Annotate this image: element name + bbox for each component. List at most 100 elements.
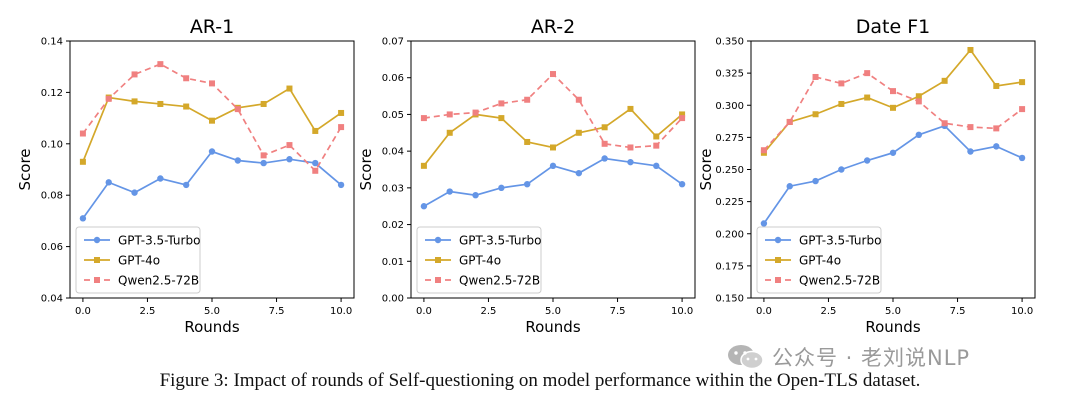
data-point xyxy=(312,127,319,134)
data-point xyxy=(182,181,190,189)
y-tick-label: 0.325 xyxy=(715,69,744,80)
data-point xyxy=(550,71,556,78)
data-point xyxy=(312,167,319,174)
data-point xyxy=(575,129,582,136)
data-point xyxy=(209,80,215,87)
series-qwen2-5-72b xyxy=(79,61,345,174)
watermark-text: 公众号 · 老刘说NLP xyxy=(772,346,971,370)
chart-title: AR-1 xyxy=(190,16,234,38)
data-point xyxy=(286,156,293,163)
data-point xyxy=(286,142,293,149)
series-gpt-3-5-turbo xyxy=(79,148,345,222)
data-point xyxy=(260,100,267,107)
data-point xyxy=(575,96,582,103)
data-point xyxy=(679,111,686,118)
x-tick-label: 0.0 xyxy=(416,306,432,317)
series-line xyxy=(82,63,342,173)
data-point xyxy=(601,124,608,131)
series-line xyxy=(423,72,683,149)
x-tick-label: 0.0 xyxy=(756,306,772,317)
data-point xyxy=(1019,106,1026,113)
data-point xyxy=(209,117,215,124)
x-tick-label: 10.0 xyxy=(671,306,693,317)
data-point xyxy=(993,82,1000,89)
data-point xyxy=(157,100,164,107)
data-point xyxy=(524,138,531,145)
data-point xyxy=(523,180,531,188)
data-point xyxy=(838,166,845,173)
y-axis-label: Score xyxy=(697,148,715,190)
data-point xyxy=(549,162,557,170)
data-point xyxy=(1019,79,1026,86)
x-tick-label: 2.5 xyxy=(140,306,156,317)
x-tick-label: 7.5 xyxy=(610,306,626,317)
data-point xyxy=(337,181,345,189)
y-tick-label: 0.06 xyxy=(41,242,63,253)
data-point xyxy=(863,157,871,164)
y-tick-label: 0.01 xyxy=(382,257,404,268)
figure-caption: Figure 3: Impact of rounds of Self-quest… xyxy=(159,370,921,391)
series-gpt-4o xyxy=(760,46,1026,156)
data-point xyxy=(864,94,871,101)
data-point xyxy=(550,144,556,151)
legend-label: GPT-3.5-Turbo xyxy=(459,234,541,248)
data-point xyxy=(446,129,453,136)
y-tick-label: 0.06 xyxy=(382,73,404,84)
data-point xyxy=(601,140,608,147)
x-axis-label: Rounds xyxy=(184,318,239,336)
data-point xyxy=(653,162,660,170)
legend-label: GPT-4o xyxy=(118,254,160,268)
data-point xyxy=(234,157,242,164)
data-point xyxy=(472,192,479,199)
x-axis-label: Rounds xyxy=(865,318,920,336)
data-point xyxy=(338,109,345,116)
data-point xyxy=(79,158,86,165)
data-point xyxy=(338,124,345,131)
data-point xyxy=(678,180,686,188)
data-point xyxy=(967,124,974,131)
y-tick-label: 0.04 xyxy=(41,294,63,305)
data-point xyxy=(967,46,974,53)
data-point xyxy=(420,162,427,169)
data-point xyxy=(993,125,1000,132)
data-point xyxy=(627,144,634,151)
x-tick-label: 5.0 xyxy=(204,306,220,317)
data-point xyxy=(760,147,767,154)
data-point xyxy=(653,133,660,140)
data-point xyxy=(131,71,138,78)
data-point xyxy=(260,159,267,167)
data-point xyxy=(627,105,634,112)
x-tick-label: 5.0 xyxy=(885,306,901,317)
data-point xyxy=(446,111,453,118)
data-point xyxy=(627,158,634,166)
y-axis-label: Score xyxy=(16,148,34,190)
data-point xyxy=(941,120,948,127)
y-tick-label: 0.00 xyxy=(382,294,404,305)
data-point xyxy=(420,115,427,122)
data-point xyxy=(208,148,216,155)
x-tick-label: 10.0 xyxy=(1011,306,1033,317)
data-point xyxy=(838,80,845,87)
legend-swatch-marker xyxy=(435,277,441,283)
data-point xyxy=(812,177,819,185)
y-tick-label: 0.150 xyxy=(715,294,744,305)
legend: GPT-3.5-Turbo GPT-4o Qwen2.5-72B xyxy=(756,226,882,294)
y-tick-label: 0.14 xyxy=(41,37,63,48)
data-point xyxy=(472,109,479,116)
legend-label: Qwen2.5-72B xyxy=(799,274,880,288)
legend-box xyxy=(756,226,882,294)
data-point xyxy=(890,88,896,95)
legend-label: Qwen2.5-72B xyxy=(459,274,540,288)
data-point xyxy=(260,152,267,159)
data-point xyxy=(234,106,241,113)
legend-box xyxy=(416,226,542,294)
legend-label: GPT-3.5-Turbo xyxy=(118,234,200,248)
data-point xyxy=(941,77,948,84)
data-point xyxy=(312,159,319,167)
data-point xyxy=(601,155,608,162)
y-tick-label: 0.350 xyxy=(715,37,744,48)
legend-swatch-marker xyxy=(94,257,100,263)
y-tick-label: 0.275 xyxy=(715,133,744,144)
x-tick-label: 10.0 xyxy=(330,306,352,317)
data-point xyxy=(915,98,922,105)
